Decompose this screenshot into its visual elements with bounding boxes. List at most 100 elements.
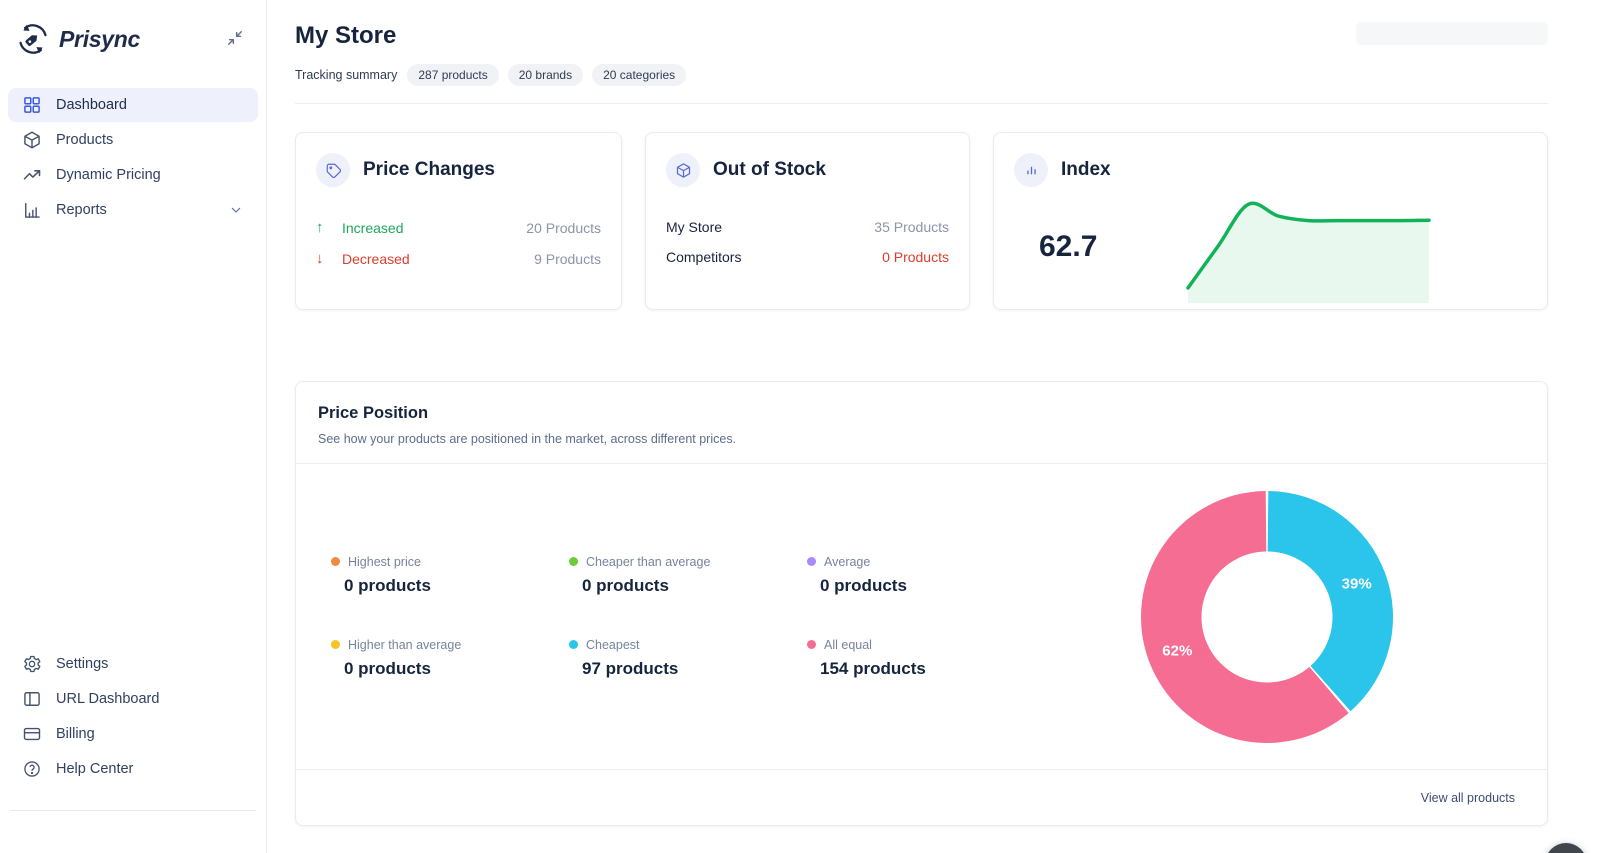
legend-value: 0 products (344, 575, 431, 595)
legend-item-cheapest: Cheapest 97 products (569, 638, 807, 679)
page-title: My Store (295, 22, 397, 49)
legend-value: 0 products (582, 575, 669, 595)
sidebar-item-help-center[interactable]: Help Center (8, 752, 258, 786)
sidebar-item-label: Products (56, 132, 114, 148)
sidebar-item-dynamic-pricing[interactable]: Dynamic Pricing (8, 158, 258, 192)
sidebar: Prisync Dashboard Products Dynamic Prici… (0, 0, 267, 853)
gear-icon (22, 654, 42, 674)
legend-value: 0 products (344, 658, 431, 678)
legend-dot-icon (807, 557, 816, 566)
sidebar-collapse-button[interactable] (224, 28, 246, 50)
chevron-down-icon (228, 202, 244, 218)
bars-icon (22, 200, 42, 220)
main-content: My Store Tracking summary 287 products 2… (267, 0, 1600, 853)
sidebar-item-label: URL Dashboard (56, 691, 160, 707)
stat-value: 20 Products (526, 219, 601, 236)
index-card: Index 62.7 (993, 132, 1548, 310)
summary-cards: Price Changes ↑ Increased 20 Products ↓ … (295, 132, 1548, 310)
legend-item-all-equal: All equal 154 products (807, 638, 1045, 679)
out-of-stock-title: Out of Stock (713, 159, 826, 180)
stat-label: Increased (342, 219, 404, 236)
page-header: My Store Tracking summary 287 products 2… (295, 20, 1548, 104)
price-position-card: Price Position See how your products are… (295, 381, 1548, 826)
cube-icon (666, 153, 700, 187)
tag-icon (316, 153, 350, 187)
donut-slice-label: 62% (1162, 642, 1192, 659)
sidebar-item-url-dashboard[interactable]: URL Dashboard (8, 682, 258, 716)
legend-dot-icon (569, 557, 578, 566)
sidebar-divider (10, 810, 256, 811)
index-title: Index (1061, 159, 1111, 180)
price-position-legend: Highest price 0 products Cheaper than av… (331, 555, 1045, 679)
sidebar-item-label: Settings (56, 656, 109, 672)
stat-label: My Store (666, 219, 723, 235)
legend-item-higher-than-average: Higher than average 0 products (331, 638, 569, 679)
sidebar-item-dashboard[interactable]: Dashboard (8, 88, 258, 122)
legend-label: Cheaper than average (586, 554, 711, 569)
stat-value: 35 Products (874, 219, 949, 235)
grid-icon (22, 95, 42, 115)
bar-chart-icon (1014, 153, 1048, 187)
layout-icon (22, 689, 42, 709)
sidebar-footer-nav: Settings URL Dashboard Billing Help Cent… (0, 647, 266, 786)
sidebar-nav: Dashboard Products Dynamic Pricing Repor… (0, 88, 266, 227)
stat-row: ↑ Increased 20 Products (316, 219, 601, 236)
help-icon (22, 759, 42, 779)
stat-row: Competitors 0 Products (666, 249, 949, 265)
view-all-products-link[interactable]: View all products (1415, 790, 1521, 806)
legend-dot-icon (807, 640, 816, 649)
brand-name: Prisync (59, 25, 141, 52)
direction-arrow-icon: ↑ (316, 219, 324, 236)
tracking-summary-label: Tracking summary (295, 68, 398, 82)
sidebar-item-reports[interactable]: Reports (8, 193, 258, 227)
price-position-donut-wrap: 39% 62% (1139, 489, 1395, 745)
stat-label: Decreased (342, 250, 410, 267)
tracking-summary-row: Tracking summary 287 products 20 brands … (295, 64, 1548, 86)
legend-dot-icon (331, 640, 340, 649)
chat-widget-button[interactable] (1545, 843, 1587, 853)
price-position-title: Price Position (318, 404, 429, 422)
sidebar-item-label: Reports (56, 202, 107, 218)
legend-dot-icon (569, 640, 578, 649)
price-changes-title: Price Changes (363, 159, 495, 180)
stat-label: Competitors (666, 249, 742, 265)
index-value: 62.7 (1039, 230, 1098, 263)
legend-value: 97 products (582, 658, 679, 678)
legend-item-highest-price: Highest price 0 products (331, 555, 569, 596)
sidebar-item-label: Billing (56, 726, 95, 742)
donut-slice-label: 39% (1342, 575, 1372, 592)
sidebar-item-label: Help Center (56, 761, 134, 777)
tracking-chips: 287 products 20 brands 20 categories (407, 64, 687, 86)
donut-slice-cheapest (1267, 490, 1393, 711)
direction-arrow-icon: ↓ (316, 250, 324, 267)
price-changes-card: Price Changes ↑ Increased 20 Products ↓ … (295, 132, 622, 310)
sidebar-item-label: Dynamic Pricing (56, 167, 161, 183)
tracking-chip: 20 brands (507, 64, 584, 86)
out-of-stock-card: Out of Stock My Store 35 Products Compet… (645, 132, 970, 310)
prisync-logo-icon (19, 24, 47, 54)
card-icon (22, 724, 42, 744)
sidebar-item-settings[interactable]: Settings (8, 647, 258, 681)
legend-item-average: Average 0 products (807, 555, 1045, 596)
stat-value: 9 Products (534, 250, 601, 267)
stat-row: ↓ Decreased 9 Products (316, 250, 601, 267)
donut-slice-all-equal (1141, 490, 1349, 743)
legend-item-cheaper-than-average: Cheaper than average 0 products (569, 555, 807, 596)
legend-dot-icon (331, 557, 340, 566)
sidebar-item-billing[interactable]: Billing (8, 717, 258, 751)
header-placeholder-skeleton (1356, 22, 1548, 45)
logo-row: Prisync (0, 0, 266, 64)
header-divider (295, 103, 1548, 104)
price-position-donut-chart: 39% 62% (1141, 490, 1393, 743)
cube-icon (22, 130, 42, 150)
price-position-subtitle: See how your products are positioned in … (318, 432, 737, 446)
tracking-chip: 287 products (407, 64, 499, 86)
trend-icon (22, 165, 42, 185)
legend-label: All equal (824, 637, 872, 652)
legend-label: Cheapest (586, 637, 640, 652)
legend-label: Average (824, 554, 871, 569)
stat-value: 0 Products (882, 249, 949, 265)
stat-row: My Store 35 Products (666, 219, 949, 235)
sidebar-item-products[interactable]: Products (8, 123, 258, 157)
index-sparkline-chart (1186, 201, 1431, 303)
